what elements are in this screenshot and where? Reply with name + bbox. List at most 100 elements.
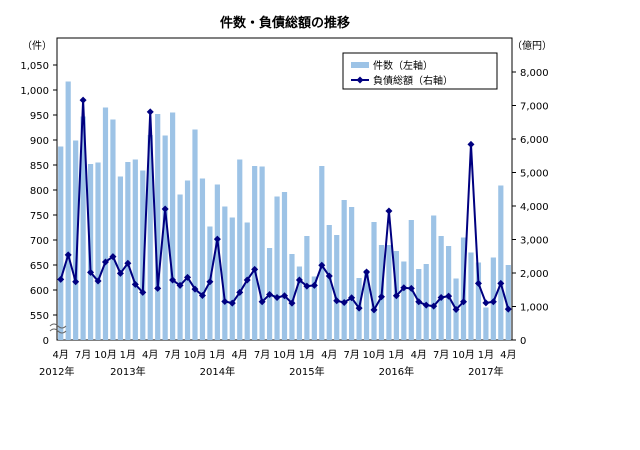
axis-break-icon — [49, 323, 67, 334]
bar — [371, 222, 377, 340]
line-point — [363, 268, 371, 276]
bar — [110, 119, 116, 340]
bar — [199, 178, 206, 340]
chart-title: 件数・負債総額の推移 — [220, 15, 350, 31]
line-point — [87, 268, 95, 276]
left-tick-label: 1,050 — [20, 61, 49, 72]
right-tick-label: 6,000 — [520, 135, 549, 146]
bar — [140, 170, 146, 340]
line-point — [101, 258, 109, 266]
x-month-label: 4月 — [411, 349, 427, 361]
bar — [147, 135, 153, 340]
line-point — [176, 281, 184, 289]
line-point — [251, 265, 259, 273]
left-tick-label: 550 — [30, 311, 49, 322]
bar — [229, 217, 235, 340]
x-month-label: 4月 — [500, 349, 516, 361]
bar — [281, 192, 288, 340]
left-tick-label: 700 — [30, 236, 49, 247]
line-point — [288, 299, 296, 307]
line-series — [57, 96, 512, 314]
line-point — [400, 284, 408, 292]
line-point — [146, 108, 154, 116]
line-point — [139, 288, 147, 296]
x-year-label: 2014年 — [200, 365, 235, 378]
x-year-label: 2012年 — [39, 365, 74, 378]
right-axis: 8,000 7,000 6,000 5,000 4,000 3,000 2,000 1,000… — [512, 68, 549, 347]
x-month-label: 7月 — [75, 349, 91, 361]
line-point — [184, 273, 192, 281]
line-point — [370, 306, 378, 314]
bar — [475, 262, 482, 340]
bar — [319, 166, 325, 340]
bar — [363, 270, 370, 340]
bar-series — [58, 81, 511, 340]
bar — [408, 220, 414, 340]
x-year-label: 2017年 — [468, 365, 503, 378]
x-month-label: 10月 — [273, 349, 296, 361]
line-point — [198, 291, 206, 299]
right-tick-label: 7,000 — [520, 102, 549, 113]
x-month-label: 10月 — [94, 349, 117, 361]
bar — [170, 112, 176, 340]
bar — [58, 146, 64, 340]
bar — [155, 114, 161, 340]
line-point — [236, 288, 244, 296]
bar — [498, 185, 504, 340]
line-point — [116, 269, 124, 277]
left-axis-unit: （件） — [22, 40, 52, 52]
legend-line-label: 負債総額（右軸） — [373, 74, 453, 87]
bar — [65, 81, 71, 340]
bar — [311, 276, 317, 340]
bar — [483, 307, 489, 340]
x-year-label: 2016年 — [379, 365, 414, 378]
line-point — [303, 282, 311, 290]
line-point — [325, 272, 333, 280]
line-point — [213, 235, 221, 243]
legend-box — [342, 52, 498, 90]
x-month-label: 4月 — [53, 349, 69, 361]
bar — [349, 207, 355, 340]
legend-line-marker — [356, 76, 364, 84]
bar — [252, 166, 258, 340]
bar — [326, 225, 332, 340]
left-tick-label: 600 — [30, 286, 49, 297]
left-tick-label: 900 — [30, 136, 49, 147]
bar — [73, 140, 79, 340]
line-point — [385, 207, 393, 215]
line-point — [430, 302, 438, 310]
bar — [401, 261, 407, 340]
line-point — [161, 205, 169, 213]
line-point — [72, 278, 80, 286]
bar — [431, 215, 437, 340]
line-point — [79, 96, 87, 104]
x-year-label: 2013年 — [110, 365, 145, 378]
line-point — [281, 292, 288, 300]
bar — [162, 135, 168, 340]
x-month-label: 1月 — [388, 349, 404, 361]
bar — [184, 180, 191, 340]
x-month-label: 1月 — [209, 349, 225, 361]
bar — [214, 184, 220, 340]
left-tick-label: 650 — [30, 261, 49, 272]
line-point — [355, 304, 363, 312]
x-month-label: 7月 — [254, 349, 270, 361]
line-point — [348, 294, 356, 302]
bar — [192, 129, 198, 340]
line-point — [243, 276, 251, 284]
x-month-label: 7月 — [343, 349, 359, 361]
line-point — [109, 253, 117, 261]
bar — [102, 107, 109, 340]
line-point — [497, 279, 505, 287]
line-point — [57, 275, 65, 283]
x-month-label: 7月 — [433, 349, 449, 361]
line-point — [482, 299, 490, 307]
right-tick-label: 2,000 — [520, 269, 549, 280]
right-tick-label: 8,000 — [520, 68, 549, 79]
line-point — [377, 293, 385, 301]
line-point — [333, 297, 341, 305]
bar — [125, 162, 131, 340]
line-point — [489, 298, 497, 306]
line-point — [131, 280, 139, 288]
